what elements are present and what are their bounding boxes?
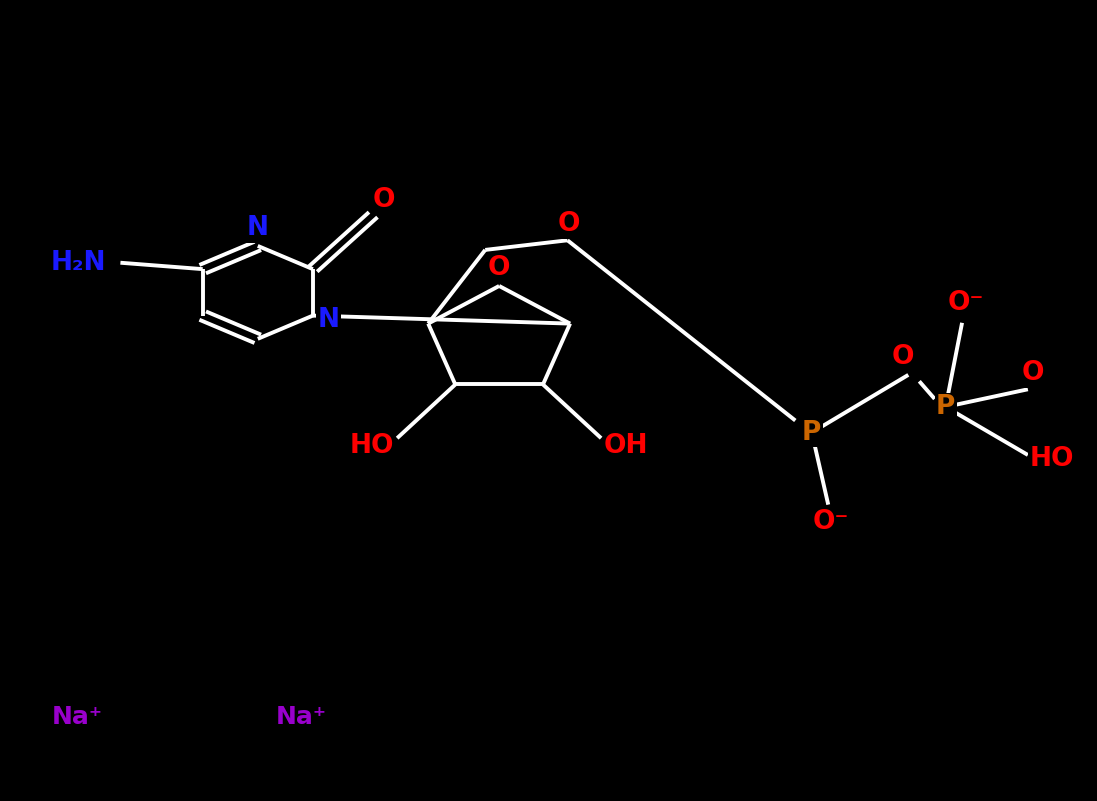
Text: Na⁺: Na⁺ [276, 705, 327, 729]
Text: HO: HO [350, 433, 394, 459]
Text: O: O [373, 187, 395, 213]
Text: H₂N: H₂N [50, 250, 106, 276]
Text: P: P [802, 420, 822, 445]
Text: O: O [488, 256, 510, 281]
Text: O: O [557, 211, 580, 237]
Text: O⁻: O⁻ [812, 509, 849, 535]
Text: HO: HO [1030, 446, 1074, 472]
Text: N: N [317, 307, 339, 332]
Text: P: P [936, 394, 955, 420]
Text: N: N [247, 215, 269, 241]
Text: O: O [892, 344, 914, 370]
Text: OH: OH [604, 433, 648, 459]
Text: Na⁺: Na⁺ [52, 705, 102, 729]
Text: O⁻: O⁻ [947, 290, 984, 316]
Text: O: O [1022, 360, 1044, 386]
